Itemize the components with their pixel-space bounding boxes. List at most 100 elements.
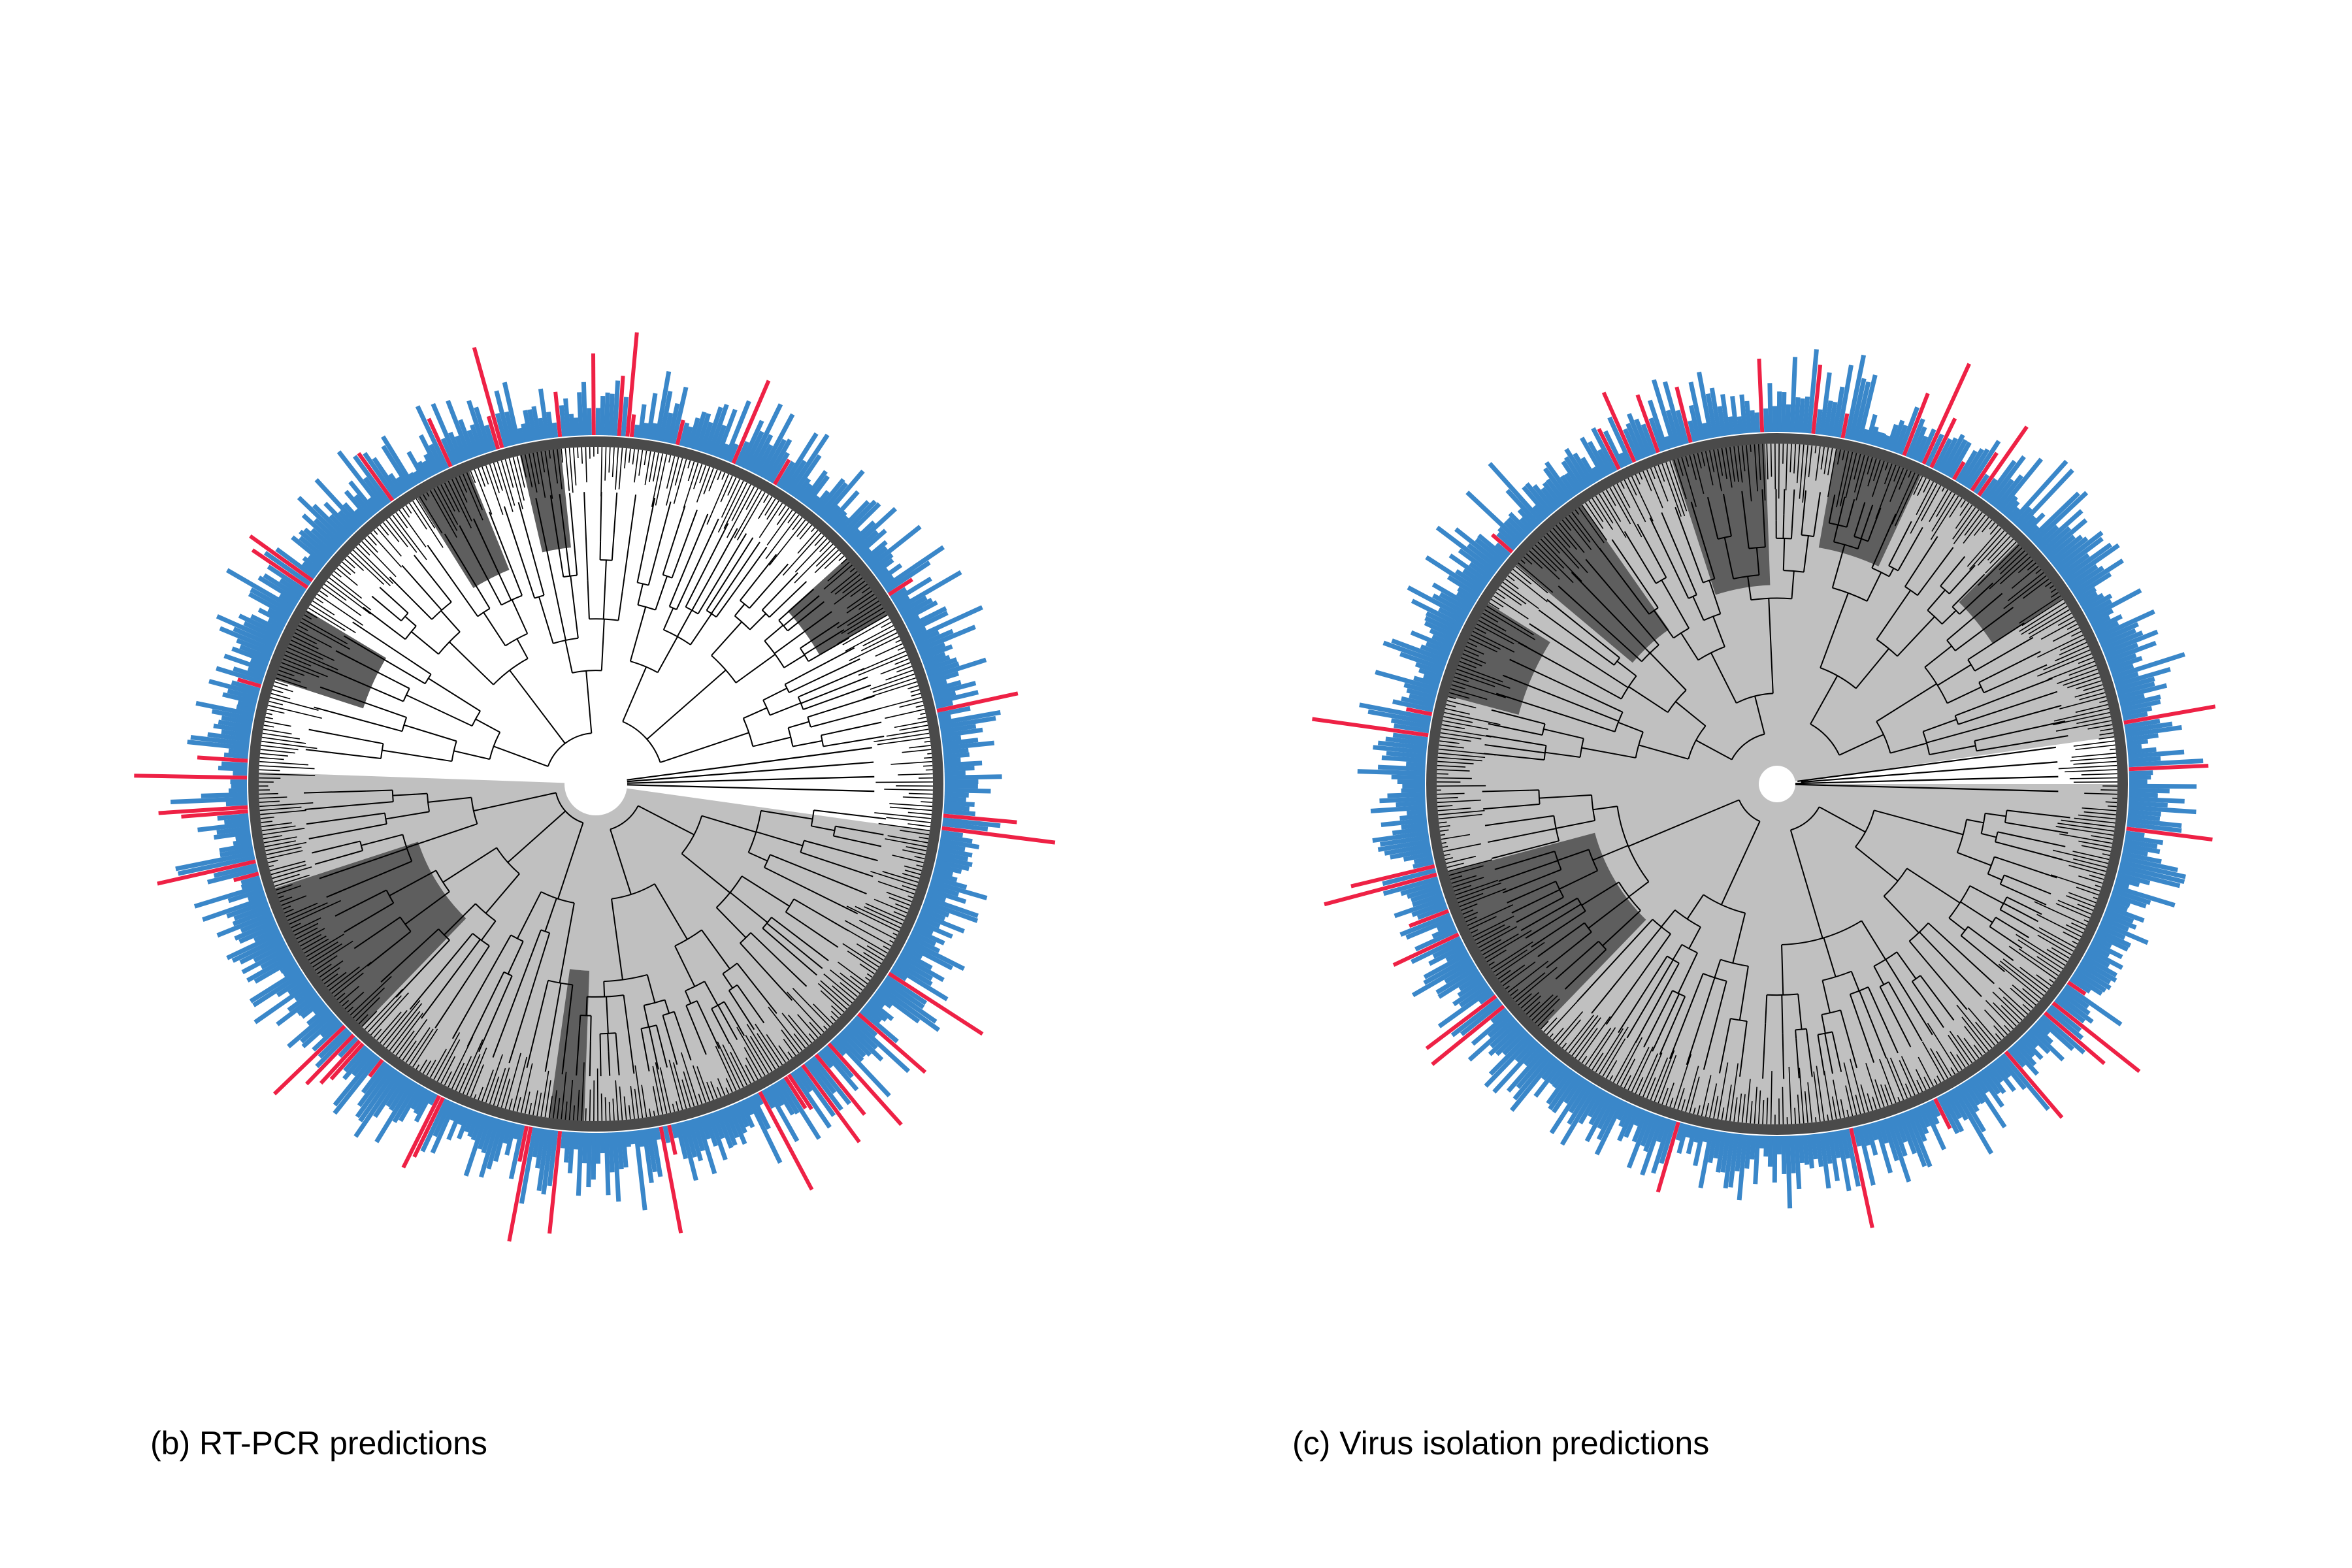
internal-branch bbox=[385, 811, 430, 820]
tip-branch bbox=[2093, 896, 2098, 900]
negative-prediction-bar bbox=[804, 475, 830, 507]
tip-branch bbox=[666, 457, 679, 506]
tip-branch bbox=[2055, 720, 2112, 732]
positive-prediction-bar bbox=[134, 774, 248, 780]
tip-branch bbox=[659, 1067, 672, 1113]
internal-branch bbox=[1686, 1020, 1702, 1066]
negative-prediction-bar bbox=[645, 1128, 657, 1173]
negative-prediction-bar bbox=[1414, 928, 1458, 952]
positive-prediction-bar bbox=[547, 1130, 563, 1234]
tip-branch bbox=[455, 1056, 472, 1091]
internal-branch bbox=[1988, 651, 2041, 678]
tip-branch bbox=[1884, 462, 1889, 471]
internal-branch bbox=[1860, 529, 1865, 539]
branch-arc bbox=[1855, 810, 1875, 847]
tip-branch bbox=[259, 802, 314, 808]
tip-branch bbox=[883, 945, 890, 951]
tip-branch bbox=[1454, 676, 1469, 683]
negative-prediction-bar bbox=[301, 999, 324, 1019]
internal-branch bbox=[1849, 498, 1855, 517]
tip-branch bbox=[267, 708, 285, 714]
negative-prediction-bar bbox=[1633, 1108, 1644, 1126]
tip-branch bbox=[2107, 805, 2117, 808]
negative-prediction-bar bbox=[1552, 1066, 1571, 1088]
internal-branch bbox=[823, 741, 851, 747]
internal-branch bbox=[1871, 542, 1884, 568]
internal-branch bbox=[766, 923, 794, 945]
internal-branch bbox=[1538, 609, 1584, 643]
panel-c-caption: (c) Virus isolation predictions bbox=[1292, 1425, 1710, 1462]
tip-branch bbox=[260, 816, 274, 819]
branch-arc bbox=[1641, 644, 1659, 662]
negative-prediction-bar bbox=[1836, 1130, 1852, 1192]
branch-arc bbox=[1736, 693, 1773, 704]
branch-arc bbox=[681, 815, 703, 855]
negative-prediction-bar bbox=[1737, 1134, 1748, 1201]
negative-prediction-bar bbox=[1959, 448, 1984, 485]
negative-prediction-bar bbox=[1948, 1089, 1968, 1121]
tip-branch bbox=[794, 544, 834, 583]
negative-prediction-bar bbox=[772, 1082, 795, 1116]
negative-prediction-bar bbox=[711, 425, 727, 457]
internal-branch bbox=[753, 984, 777, 1014]
tip-branch bbox=[1546, 532, 1580, 569]
tip-branch bbox=[1999, 550, 2025, 575]
negative-prediction-bar bbox=[922, 651, 946, 664]
tip-branch bbox=[1807, 1082, 1813, 1123]
negative-prediction-bar bbox=[1413, 855, 1433, 864]
negative-prediction-bar bbox=[1963, 448, 1990, 487]
tip-branch bbox=[886, 817, 931, 823]
tip-branch bbox=[2083, 811, 2116, 815]
tip-branch bbox=[1889, 467, 1904, 502]
tip-branch bbox=[815, 546, 836, 567]
internal-branch bbox=[371, 847, 408, 862]
tip-branch bbox=[830, 1011, 839, 1019]
negative-prediction-bar bbox=[1798, 1135, 1805, 1164]
negative-prediction-bar bbox=[1698, 1129, 1714, 1188]
tip-branch bbox=[624, 448, 627, 468]
internal-branch bbox=[1649, 652, 1687, 691]
negative-prediction-bar bbox=[233, 838, 252, 846]
negative-prediction-bar bbox=[458, 419, 476, 458]
tip-branch bbox=[306, 934, 344, 957]
tip-branch bbox=[470, 1064, 484, 1098]
internal-branch bbox=[473, 792, 557, 812]
negative-prediction-bar bbox=[1411, 900, 1446, 917]
negative-prediction-bar bbox=[1717, 406, 1727, 436]
negative-prediction-bar bbox=[1966, 440, 2001, 490]
negative-prediction-bar bbox=[862, 1005, 883, 1023]
internal-branch bbox=[1670, 962, 1680, 979]
tip-branch bbox=[710, 1081, 718, 1099]
tip-branch bbox=[2076, 716, 2111, 725]
tip-branch bbox=[581, 447, 583, 464]
negative-prediction-bar bbox=[836, 1033, 864, 1062]
negative-prediction-bar bbox=[1519, 517, 1535, 532]
branch-arc bbox=[1720, 958, 1749, 967]
negative-prediction-bar bbox=[1448, 553, 1490, 585]
tip-branch bbox=[820, 980, 850, 1007]
tip-branch bbox=[864, 906, 903, 925]
tip-branch bbox=[1916, 1079, 1923, 1092]
branch-arc bbox=[1656, 577, 1667, 584]
tip-branch bbox=[844, 920, 892, 947]
tip-branch bbox=[353, 549, 391, 587]
positive-prediction-bar bbox=[472, 347, 504, 449]
tip-branch bbox=[1605, 489, 1616, 506]
negative-prediction-bar bbox=[735, 1102, 750, 1128]
negative-prediction-bar bbox=[1459, 983, 1490, 1007]
tip-branch bbox=[376, 1011, 402, 1041]
negative-prediction-bar bbox=[1952, 1087, 1994, 1155]
negative-prediction-bar bbox=[1514, 1039, 1538, 1063]
tip-branch bbox=[1808, 445, 1813, 478]
negative-prediction-bar bbox=[1541, 487, 1560, 510]
tip-branch bbox=[1793, 444, 1797, 474]
tip-branch bbox=[1908, 470, 1912, 478]
tip-branch bbox=[1631, 476, 1654, 522]
tip-branch bbox=[1875, 465, 1897, 519]
internal-branch bbox=[1486, 734, 1518, 742]
tip-branch bbox=[259, 757, 284, 760]
tip-branch bbox=[1952, 507, 1976, 540]
tip-branch bbox=[444, 1071, 452, 1086]
negative-prediction-bar bbox=[1675, 1122, 1685, 1141]
internal-branch bbox=[787, 622, 798, 632]
